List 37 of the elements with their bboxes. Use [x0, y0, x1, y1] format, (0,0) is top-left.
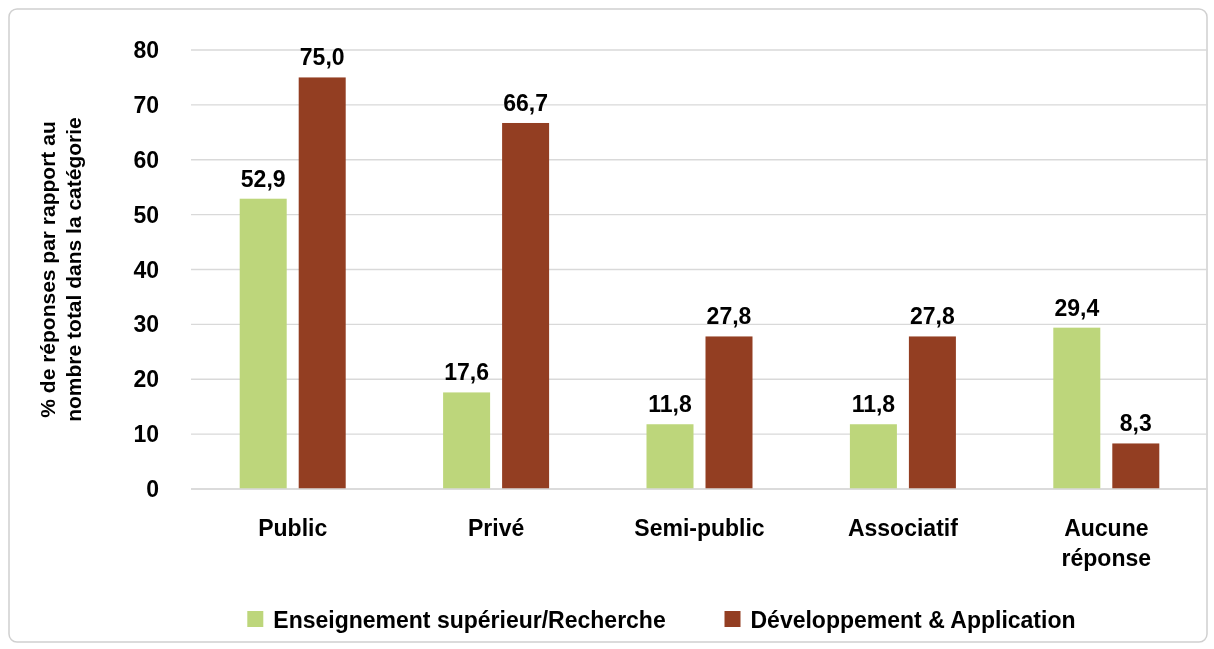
bar: [705, 336, 753, 489]
data-label: 8,3: [1119, 410, 1152, 437]
data-label: 29,4: [1054, 294, 1100, 321]
bar: [502, 122, 550, 489]
y-tick-label: 60: [133, 146, 159, 173]
bar: [239, 198, 287, 489]
y-tick-label: 70: [133, 91, 159, 118]
y-tick-label: 20: [133, 366, 159, 393]
bar: [1053, 327, 1101, 489]
bar: [646, 424, 694, 489]
y-axis-title: % de réponses par rapport au nombre total dans la catégorie: [36, 117, 85, 422]
data-label: 27,8: [706, 303, 752, 330]
x-tick-label: Semi-public: [634, 515, 765, 541]
y-tick-label: 40: [133, 256, 159, 283]
legend-label: Enseignement supérieur/Recherche: [273, 607, 666, 633]
x-tick-label: Aucune réponse: [1061, 515, 1152, 571]
bar: [849, 424, 897, 489]
data-label: 66,7: [503, 89, 548, 116]
bar: [443, 392, 491, 489]
data-label: 11,8: [648, 391, 692, 418]
y-tick-label: 30: [133, 311, 159, 338]
bar: [908, 336, 956, 489]
x-tick-label: Public: [258, 515, 328, 541]
bar: [298, 77, 346, 489]
x-tick-label: Privé: [467, 515, 525, 541]
bar: [1112, 443, 1160, 489]
y-tick-label: 50: [133, 201, 159, 228]
y-tick-label: 80: [133, 37, 159, 64]
y-tick-label: 0: [146, 476, 159, 503]
data-label: 17,6: [444, 359, 489, 386]
legend-label: Développement & Application: [750, 607, 1076, 633]
x-tick-label: Associatif: [847, 515, 959, 541]
data-label: 27,8: [910, 303, 955, 330]
data-label: 52,9: [240, 165, 286, 192]
y-tick-label: 10: [133, 421, 159, 448]
data-label: 11,8: [851, 391, 896, 418]
data-label: 75,0: [299, 44, 345, 71]
